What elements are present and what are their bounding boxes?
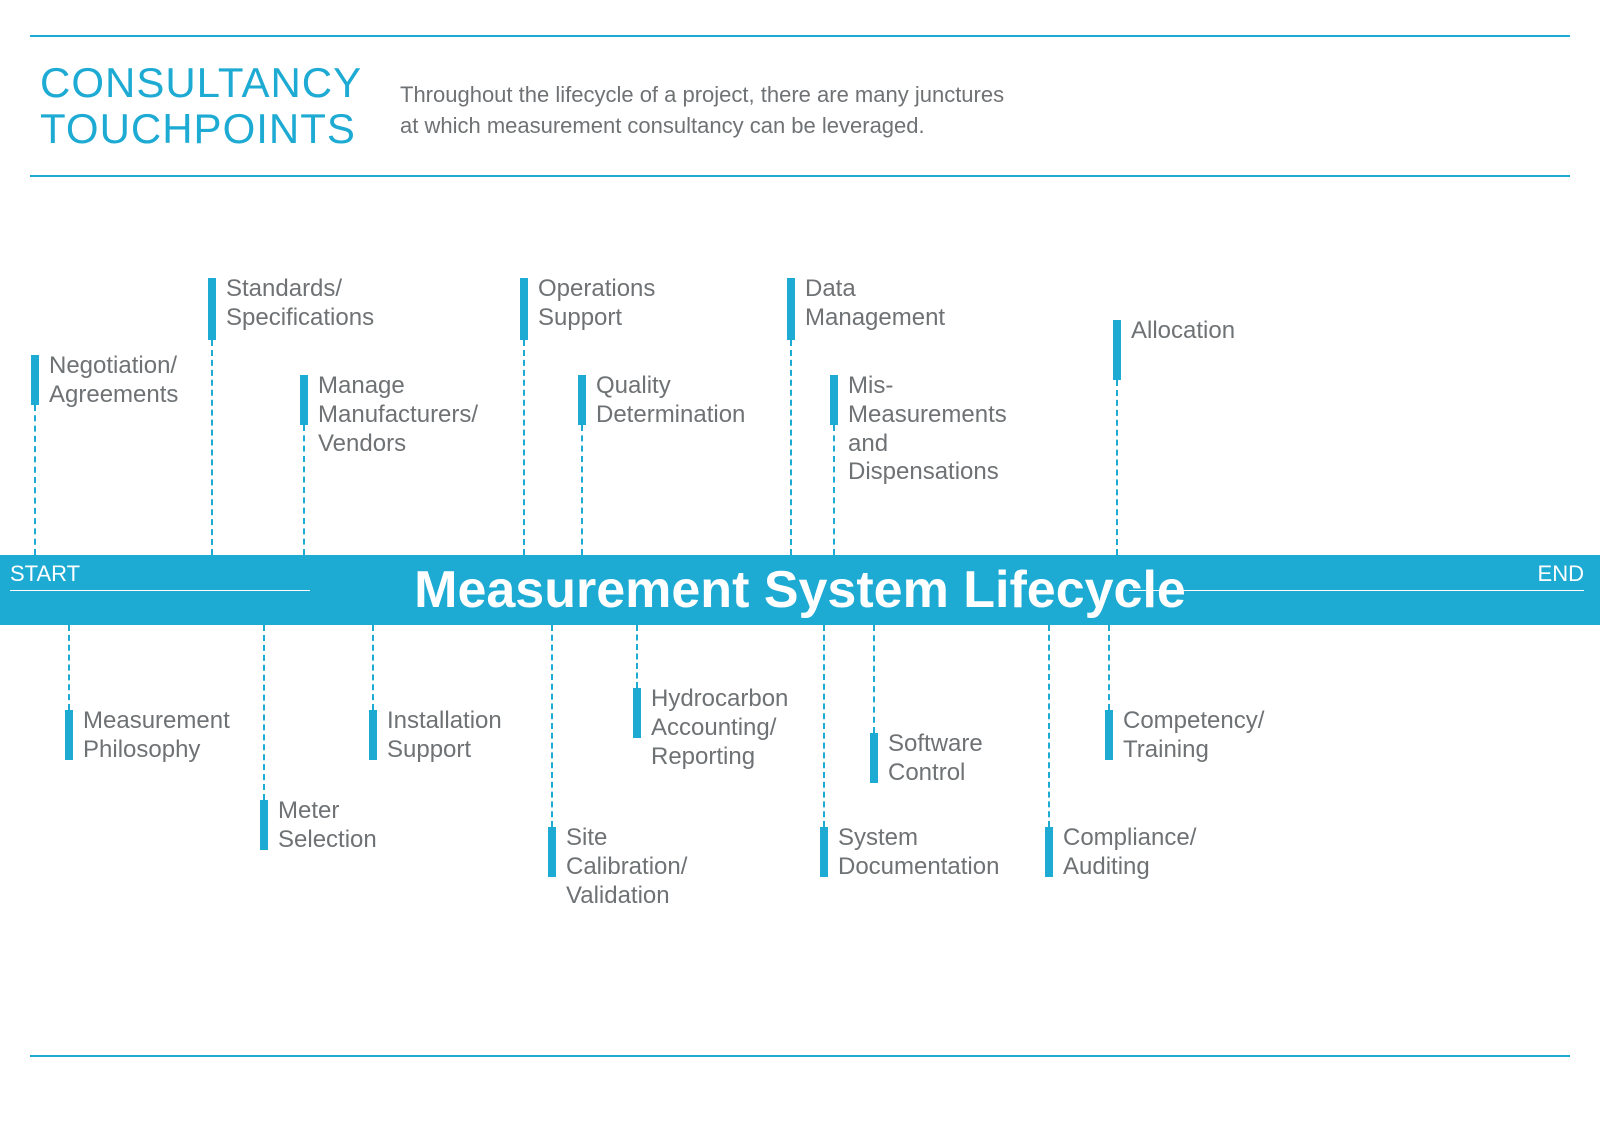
- touchpoint-tick: [208, 278, 216, 340]
- touchpoint-tick: [260, 800, 268, 850]
- touchpoint-tick: [1105, 710, 1113, 760]
- touchpoint-label: Competency/ Training: [1123, 707, 1264, 765]
- page-title: CONSULTANCY TOUCHPOINTS: [40, 60, 380, 152]
- touchpoint-tick: [633, 688, 641, 738]
- touchpoint-connector: [790, 340, 792, 555]
- touchpoint-label: Software Control: [888, 730, 983, 788]
- touchpoint-tick: [578, 375, 586, 425]
- touchpoint-connector: [636, 625, 638, 688]
- touchpoint-connector: [873, 625, 875, 733]
- touchpoint-tick: [870, 733, 878, 783]
- timeline-bar: START Measurement System Lifecycle END: [0, 555, 1600, 625]
- timeline-title: Measurement System Lifecycle: [414, 560, 1186, 620]
- touchpoint-label: Meter Selection: [278, 797, 377, 855]
- touchpoint-label: Installation Support: [387, 707, 502, 765]
- touchpoint-label: Measurement Philosophy: [83, 707, 230, 765]
- header: CONSULTANCY TOUCHPOINTS Throughout the l…: [40, 60, 1004, 152]
- touchpoint-tick: [520, 278, 528, 340]
- touchpoint-label: Manage Manufacturers/ Vendors: [318, 372, 478, 458]
- touchpoint-label: Standards/ Specifications: [226, 275, 374, 333]
- touchpoint-tick: [1045, 827, 1053, 877]
- touchpoint-connector: [523, 340, 525, 555]
- touchpoint-label: Negotiation/ Agreements: [49, 352, 178, 410]
- touchpoint-connector: [263, 625, 265, 800]
- timeline-line-right: [1129, 590, 1584, 591]
- touchpoint-label: Quality Determination: [596, 372, 745, 430]
- touchpoint-label: Operations Support: [538, 275, 655, 333]
- page-subtitle: Throughout the lifecycle of a project, t…: [400, 80, 1004, 142]
- touchpoint-label: Compliance/ Auditing: [1063, 824, 1196, 882]
- touchpoint-connector: [1048, 625, 1050, 827]
- touchpoint-connector: [1116, 380, 1118, 555]
- touchpoint-tick: [31, 355, 39, 405]
- header-bottom-rule: [30, 175, 1570, 177]
- touchpoint-tick: [1113, 320, 1121, 380]
- touchpoint-connector: [551, 625, 553, 827]
- touchpoint-connector: [581, 425, 583, 555]
- touchpoint-connector: [833, 425, 835, 555]
- timeline-start-label: START: [10, 561, 80, 587]
- timeline-line-left: [10, 590, 310, 591]
- touchpoint-connector: [823, 625, 825, 827]
- header-top-rule: [30, 35, 1570, 37]
- touchpoint-tick: [820, 827, 828, 877]
- touchpoint-connector: [303, 425, 305, 555]
- touchpoint-label: Hydrocarbon Accounting/ Reporting: [651, 685, 788, 771]
- touchpoint-connector: [1108, 625, 1110, 710]
- touchpoint-tick: [369, 710, 377, 760]
- touchpoint-label: Mis-Measurements and Dispensations: [848, 372, 1007, 487]
- touchpoint-tick: [830, 375, 838, 425]
- touchpoint-tick: [65, 710, 73, 760]
- touchpoint-label: System Documentation: [838, 824, 999, 882]
- touchpoint-label: Allocation: [1131, 317, 1235, 346]
- touchpoint-tick: [787, 278, 795, 340]
- touchpoint-connector: [68, 625, 70, 710]
- touchpoint-connector: [211, 340, 213, 555]
- touchpoint-connector: [34, 405, 36, 555]
- touchpoint-connector: [372, 625, 374, 710]
- timeline-end-label: END: [1538, 561, 1584, 587]
- footer-rule: [30, 1055, 1570, 1057]
- touchpoint-tick: [548, 827, 556, 877]
- touchpoint-tick: [300, 375, 308, 425]
- touchpoint-label: Site Calibration/ Validation: [566, 824, 687, 910]
- touchpoint-label: Data Management: [805, 275, 945, 333]
